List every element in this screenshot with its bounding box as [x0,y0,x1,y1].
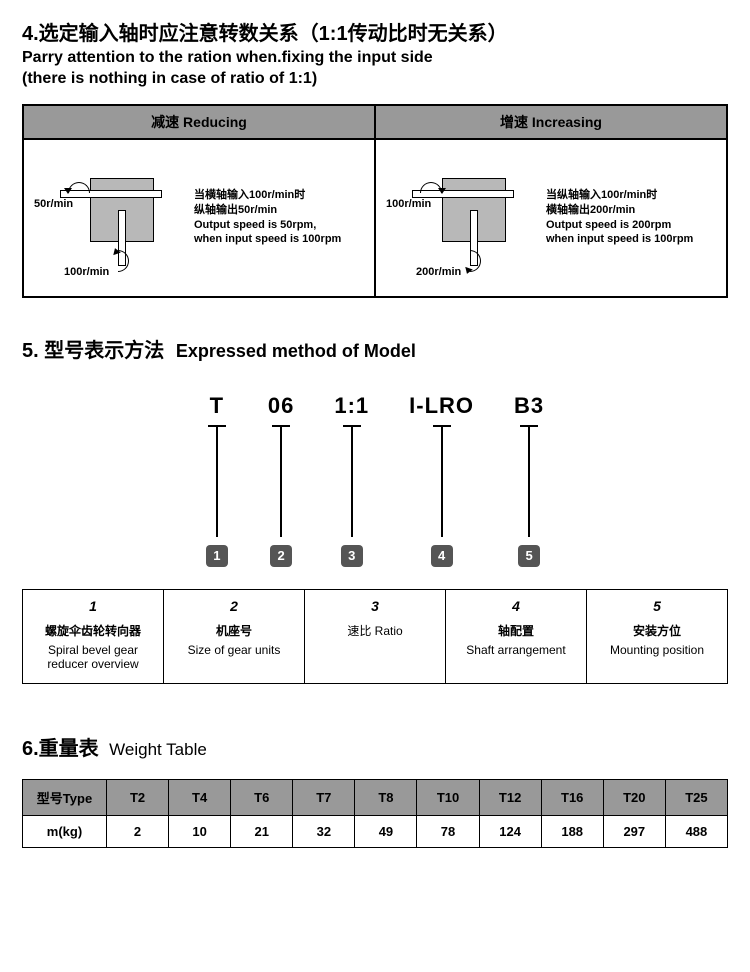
section-6: 6.重量表 Weight Table 型号TypeT2T4T6T7T8T10T1… [22,732,728,848]
legend-cell-4: 4 轴配置 Shaft arrangement [446,590,587,683]
sec6-title: 6.重量表 Weight Table [22,732,728,761]
model-segment-number: 1 [206,545,228,567]
sec4-title-cn: 4.选定输入轴时应注意转数关系（1:1传动比时无关系） [22,20,728,48]
reducing-cell: 50r/min 100r/min 当横轴输入100r/min时 纵轴输出50r/… [23,139,375,297]
section-5: 5. 型号表示方法 Expressed method of Model T106… [22,334,728,684]
weight-type-header: T6 [231,779,293,815]
model-segment-number: 3 [341,545,363,567]
model-segment-label: 1:1 [334,393,369,419]
legend-en: Size of gear units [170,643,298,657]
weight-value: 124 [479,815,541,847]
weight-type-header: T16 [541,779,603,815]
increasing-diagram: 100r/min 200r/min [386,158,536,278]
legend-cell-1: 1 螺旋伞齿轮转向器 Spiral bevel gear reducer overv… [23,590,164,683]
model-segment-label: I-LRO [409,393,474,419]
legend-number: 1 [29,598,157,614]
legend-number: 5 [593,598,721,614]
sec4-title-en1: Parry attention to the ration when.fixin… [22,48,728,69]
legend-cn: 安装方位 [593,622,721,639]
increasing-header: 增速 Increasing [375,105,727,139]
weight-type-header: T4 [169,779,231,815]
model-segment-3: 1:1 3 [334,393,369,567]
weight-type-header: T8 [355,779,417,815]
legend-cell-3: 3 速比 Ratio [305,590,446,683]
sec5-title: 5. 型号表示方法 Expressed method of Model [22,334,728,363]
weight-value: 32 [293,815,355,847]
weight-value: 188 [541,815,603,847]
legend-number: 2 [170,598,298,614]
section-4: 4.选定输入轴时应注意转数关系（1:1传动比时无关系） Parry attent… [22,20,728,298]
legend-en: 速比 Ratio [311,622,439,639]
reducing-header: 减速 Reducing [23,105,375,139]
weight-value: 297 [603,815,665,847]
model-segment-label: B3 [514,393,544,419]
weight-col-label: 型号Type [23,779,107,815]
legend-cn: 螺旋伞齿轮转向器 [29,622,157,639]
weight-table: 型号TypeT2T4T6T7T8T10T12T16T20T25 m(kg)210… [22,779,728,848]
weight-type-header: T25 [665,779,727,815]
legend-en: Spiral bevel gear reducer overview [29,643,157,671]
legend-en: Shaft arrangement [452,643,580,657]
weight-value: 21 [231,815,293,847]
legend-number: 4 [452,598,580,614]
sec4-title-en2: (there is nothing in case of ratio of 1:… [22,69,728,90]
increasing-top-label: 100r/min [386,198,431,210]
reducing-diagram: 50r/min 100r/min [34,158,184,278]
model-segment-4: I-LRO 4 [409,393,474,567]
model-segment-2: 06 2 [268,393,294,567]
model-segment-number: 2 [270,545,292,567]
weight-row-label: m(kg) [23,815,107,847]
sec4-table: 减速 Reducing 增速 Increasing 50r/min 100r/m… [22,104,728,298]
weight-value: 49 [355,815,417,847]
weight-value: 2 [107,815,169,847]
reducing-bottom-label: 100r/min [64,266,109,278]
model-segment-1: T1 [206,393,228,567]
increasing-note: 当纵轴输入100r/min时 横轴输出200r/min Output speed… [546,188,693,247]
legend-cn: 轴配置 [452,622,580,639]
weight-value: 488 [665,815,727,847]
legend-cell-2: 2 机座号 Size of gear units [164,590,305,683]
model-segment-label: T [210,393,224,419]
legend-number: 3 [311,598,439,614]
weight-value: 78 [417,815,479,847]
weight-value: 10 [169,815,231,847]
legend-cell-5: 5 安装方位 Mounting position [587,590,727,683]
weight-type-header: T12 [479,779,541,815]
reducing-top-label: 50r/min [34,198,73,210]
model-segment-5: B3 5 [514,393,544,567]
legend-en: Mounting position [593,643,721,657]
model-segment-number: 5 [518,545,540,567]
model-segment-label: 06 [268,393,294,419]
legend-table: 1 螺旋伞齿轮转向器 Spiral bevel gear reducer overv… [22,589,728,684]
weight-type-header: T2 [107,779,169,815]
legend-cn: 机座号 [170,622,298,639]
reducing-note: 当横轴输入100r/min时 纵轴输出50r/min Output speed … [194,188,341,247]
weight-type-header: T20 [603,779,665,815]
model-breakdown: T10621:13I-LRO4B35 [22,393,728,567]
increasing-cell: 100r/min 200r/min 当纵轴输入100r/min时 横轴输出200… [375,139,727,297]
weight-type-header: T7 [293,779,355,815]
increasing-bottom-label: 200r/min [416,266,461,278]
weight-type-header: T10 [417,779,479,815]
model-segment-number: 4 [431,545,453,567]
